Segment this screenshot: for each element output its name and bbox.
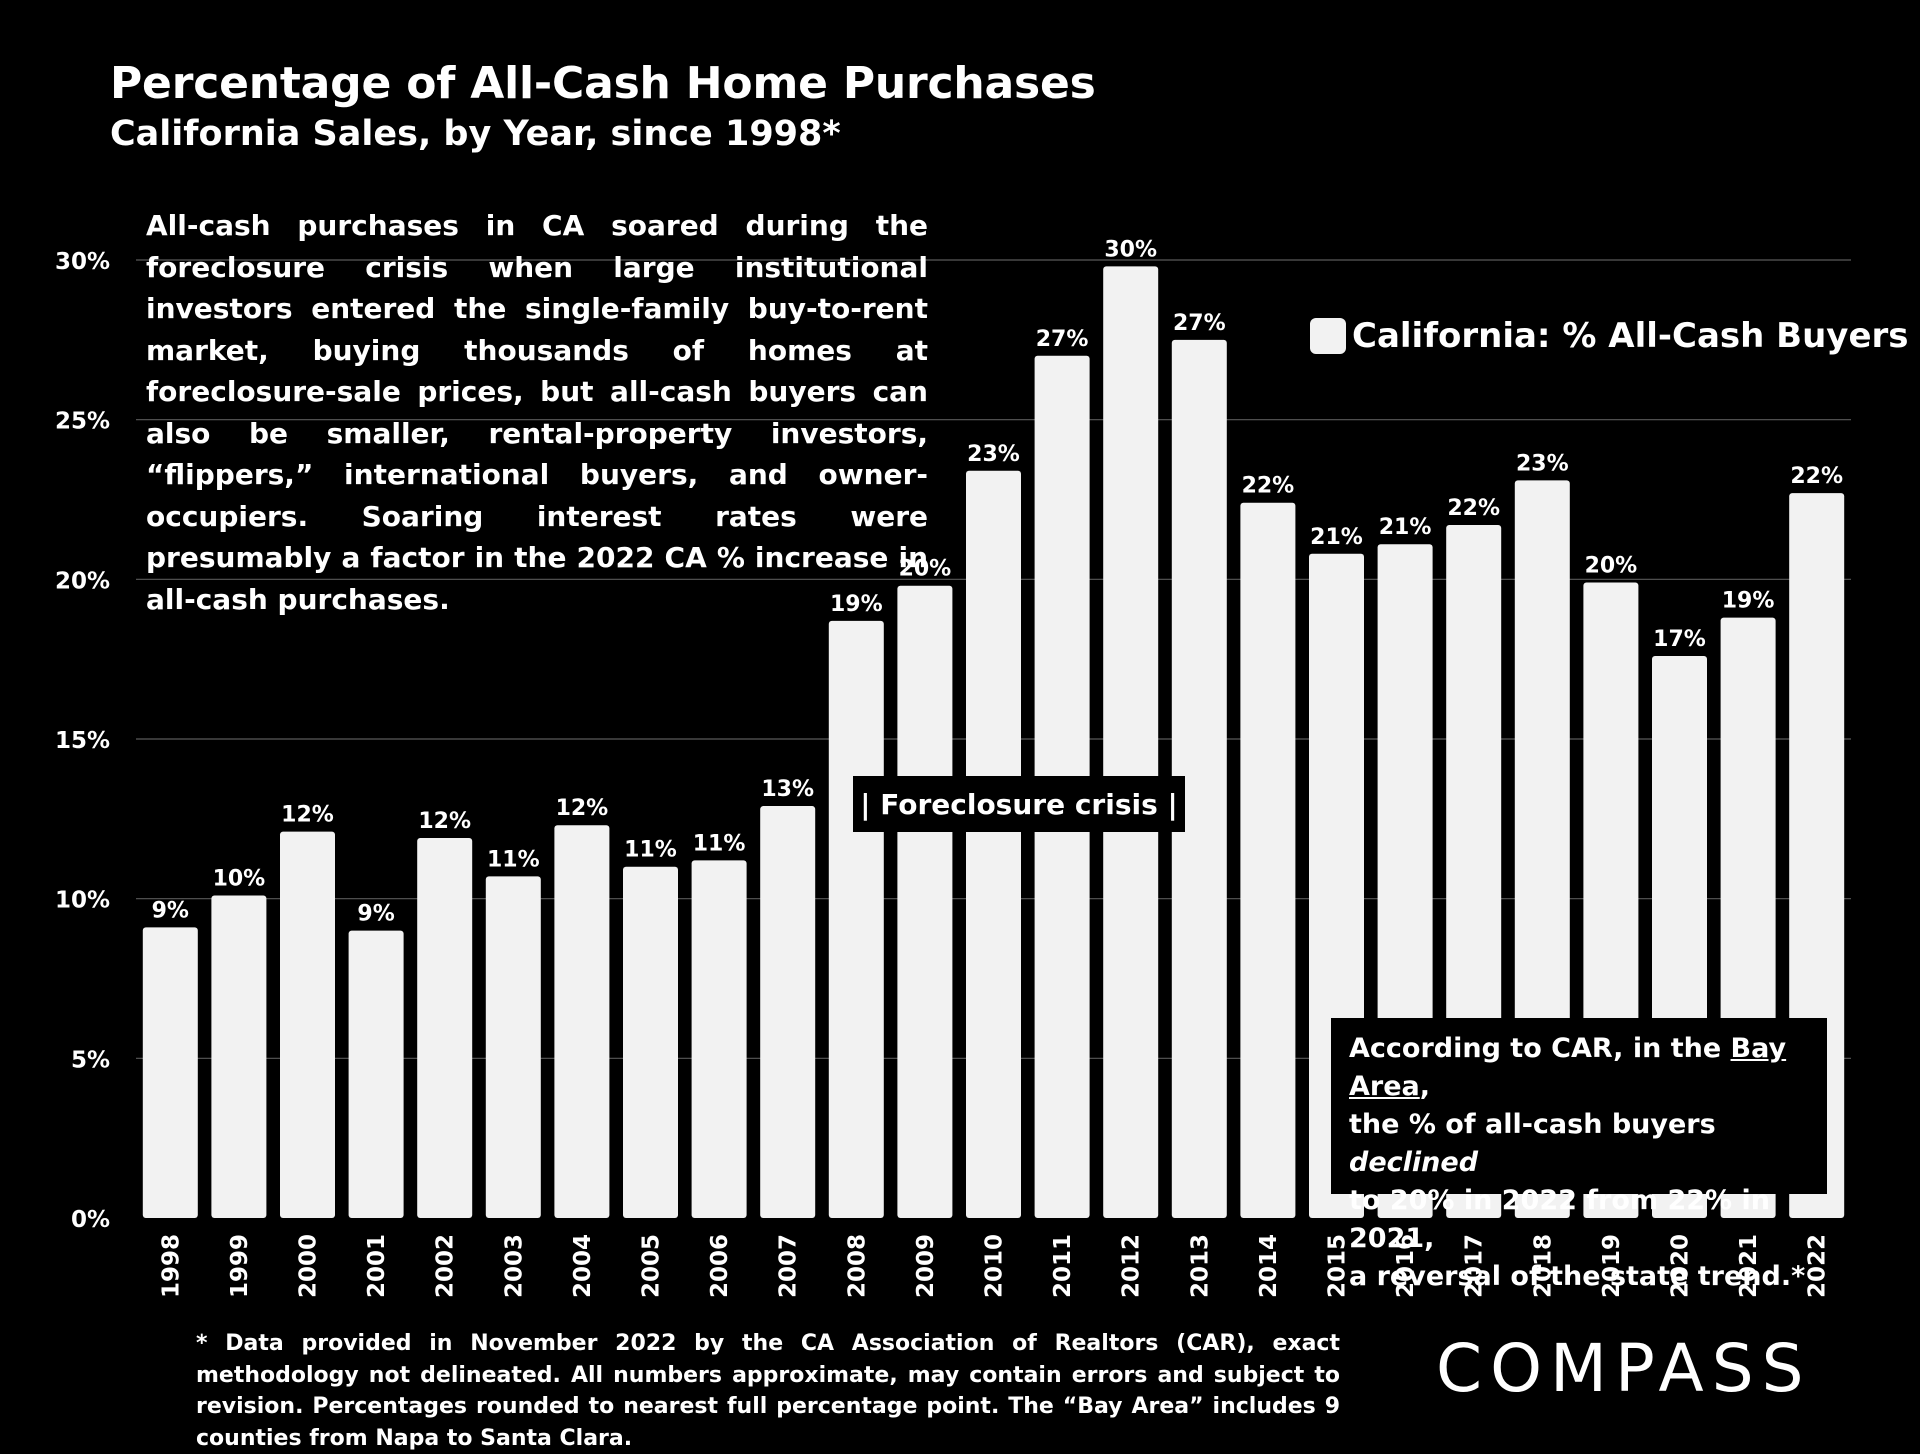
bay-area-underlined: Bay Area [1349, 1033, 1787, 1102]
bar [485, 876, 541, 1218]
bay-note-line3: to 20% in 2022 from 22% in 2021, [1349, 1185, 1770, 1254]
x-tick-label: 2003 [501, 1234, 527, 1298]
bar [966, 470, 1021, 1218]
x-tick-label: 2010 [982, 1234, 1008, 1298]
y-tick-label: 25% [55, 409, 110, 435]
data-label: 27% [1036, 327, 1089, 352]
data-label: 9% [357, 902, 394, 927]
x-tick-label: 2000 [296, 1234, 322, 1298]
x-tick-label: 2020 [1668, 1234, 1694, 1298]
bay-note-line2-prefix: the % of all-cash buyers [1349, 1109, 1716, 1140]
data-label: 21% [1310, 525, 1363, 550]
bar [897, 585, 953, 1218]
x-tick-label: 2017 [1462, 1234, 1488, 1298]
bar [691, 860, 747, 1218]
x-tick-label: 2015 [1325, 1234, 1351, 1298]
y-tick-label: 10% [55, 888, 110, 914]
data-label: 11% [693, 831, 746, 856]
data-label: 12% [418, 809, 471, 834]
bar [1171, 339, 1227, 1218]
chart-title: Percentage of All-Cash Home Purchases [110, 58, 1096, 109]
bar [1240, 502, 1296, 1218]
x-tick-label: 2014 [1256, 1234, 1282, 1298]
data-label: 17% [1653, 627, 1706, 652]
bay-note-line1-prefix: According to CAR, in the [1349, 1033, 1731, 1064]
y-tick-label: 30% [55, 249, 110, 275]
bay-note-line4: a reversal of the state trend.* [1349, 1261, 1806, 1292]
data-label: 11% [624, 838, 677, 863]
x-tick-label: 1998 [158, 1234, 184, 1298]
legend-swatch [1310, 318, 1346, 354]
bay-note-line1-suffix: , [1419, 1071, 1431, 1102]
description-text: All-cash purchases in CA soared during t… [146, 209, 928, 616]
legend-label: California: % All-Cash Buyers [1352, 316, 1909, 356]
bar [828, 620, 884, 1218]
footnote: * Data provided in November 2022 by the … [196, 1331, 1340, 1451]
data-label: 12% [281, 803, 334, 828]
data-label: 10% [213, 866, 266, 891]
y-tick-label: 5% [71, 1047, 110, 1073]
data-labels: 9% 10% 12% 9% 12% 11% 12% 11% 11% 13% 19% 20% 23% 27%… [152, 237, 1843, 926]
compass-logo: COMPASS [1436, 1330, 1812, 1407]
data-label: 20% [899, 557, 952, 582]
x-tick-label: 2022 [1805, 1234, 1831, 1298]
x-tick-label: 2006 [707, 1234, 733, 1298]
bar [280, 831, 335, 1218]
data-label: 27% [1173, 311, 1226, 336]
data-label: 19% [1722, 589, 1775, 614]
x-tick-label: 2008 [844, 1234, 870, 1298]
x-tick-label: 2001 [364, 1234, 390, 1298]
data-label: 20% [1585, 554, 1638, 579]
data-label: 23% [1516, 451, 1569, 476]
data-label: 9% [152, 898, 189, 923]
legend: California: % All-Cash Buyers [1310, 316, 1909, 356]
x-tick-label: 2002 [433, 1234, 459, 1298]
x-tick-label: 2013 [1187, 1234, 1213, 1298]
bar [348, 930, 404, 1218]
x-tick-label: 2012 [1119, 1234, 1145, 1298]
x-axis-ticks: 1998 1999 2000 2001 2002 2003 2004 2005 2006 2007… [158, 1234, 1830, 1298]
data-label: 30% [1104, 237, 1157, 262]
y-tick-label: 15% [55, 728, 110, 754]
x-tick-label: 2007 [776, 1234, 802, 1298]
data-label: 22% [1242, 474, 1295, 499]
y-tick-label: 0% [71, 1207, 110, 1233]
x-tick-label: 2004 [570, 1234, 596, 1298]
foreclosure-crisis-label: | Foreclosure crisis | [853, 776, 1185, 832]
data-label: 13% [761, 777, 814, 802]
bar [760, 806, 816, 1218]
bar [554, 825, 610, 1218]
chart-subtitle: California Sales, by Year, since 1998* [110, 114, 841, 154]
x-tick-label: 2021 [1736, 1234, 1762, 1298]
data-label: 23% [967, 442, 1020, 467]
x-tick-label: 1999 [227, 1234, 253, 1298]
bar [623, 866, 678, 1218]
data-label: 22% [1790, 464, 1843, 489]
data-label: 22% [1447, 496, 1500, 521]
data-label: 12% [556, 796, 609, 821]
y-axis-ticks: 0% 5% 10% 15% 20% 25% 30% [55, 249, 110, 1233]
bar [211, 895, 267, 1218]
data-label: 19% [830, 592, 883, 617]
bar [142, 927, 198, 1218]
data-label: 11% [487, 847, 540, 872]
x-tick-label: 2016 [1393, 1234, 1419, 1298]
x-tick-label: 2019 [1599, 1234, 1625, 1298]
data-label: 21% [1379, 515, 1432, 540]
bar [417, 837, 473, 1218]
x-tick-label: 2005 [639, 1234, 665, 1298]
x-tick-label: 2018 [1530, 1234, 1556, 1298]
x-tick-label: 2009 [913, 1234, 939, 1298]
declined-italic: declined [1349, 1147, 1479, 1178]
bar [1103, 266, 1159, 1218]
bay-area-note: According to CAR, in the Bay Area, the %… [1331, 1018, 1827, 1292]
y-tick-label: 20% [55, 568, 110, 594]
x-tick-label: 2011 [1050, 1234, 1076, 1298]
